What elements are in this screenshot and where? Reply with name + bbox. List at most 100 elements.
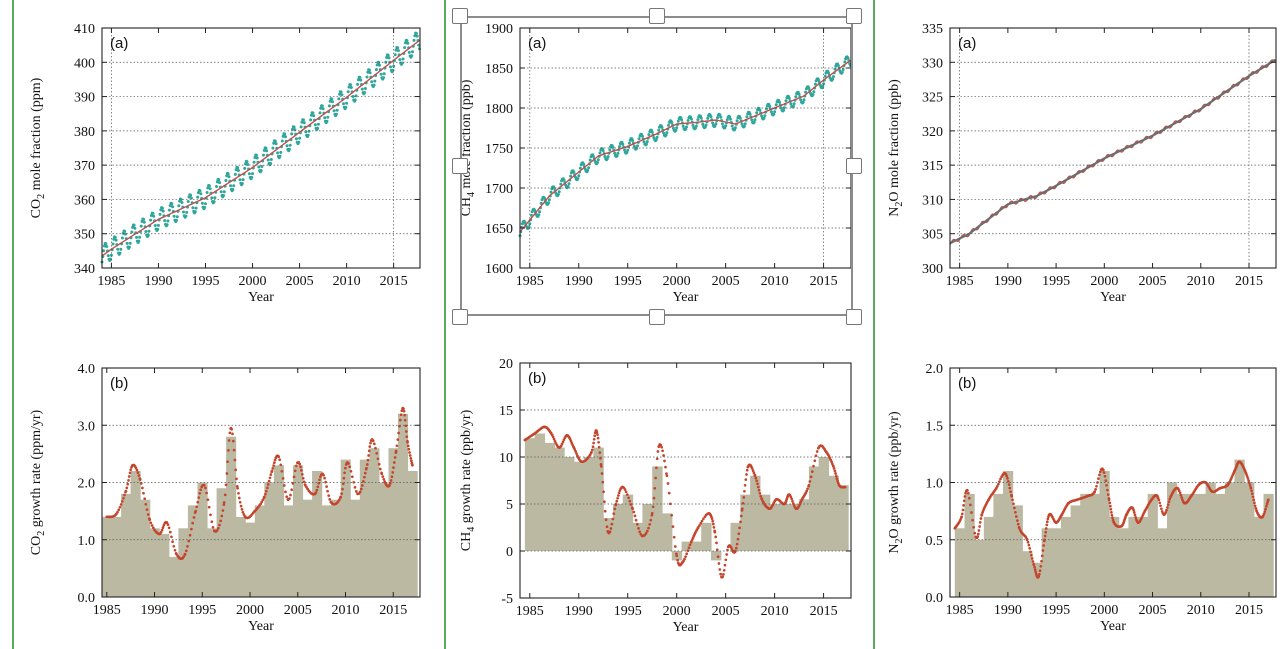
smooth-point: [117, 508, 121, 512]
smooth-point: [603, 509, 607, 513]
data-point: [791, 104, 795, 108]
smooth-point: [265, 486, 269, 490]
x-axis-label: Year: [1100, 619, 1126, 634]
smooth-point: [662, 454, 665, 457]
data-point: [831, 77, 835, 81]
data-point: [264, 146, 268, 150]
annual-bar: [1080, 493, 1091, 597]
selection-frame[interactable]: [460, 16, 853, 316]
data-point: [774, 103, 778, 107]
smooth-point: [669, 502, 672, 506]
resize-handle-middle-left[interactable]: [452, 158, 468, 174]
data-point: [299, 125, 303, 129]
data-point: [114, 238, 118, 242]
smooth-point: [1250, 489, 1253, 493]
resize-handle-middle-right[interactable]: [846, 158, 862, 174]
smooth-point: [285, 495, 289, 499]
smooth-point: [605, 525, 609, 529]
resize-handle-top-left[interactable]: [452, 8, 468, 24]
data-point: [247, 172, 251, 176]
data-point: [120, 236, 124, 240]
y-tick-label: 300: [922, 262, 943, 277]
data-point: [139, 224, 143, 228]
smooth-point: [665, 474, 669, 478]
smooth-point: [377, 462, 381, 466]
smooth-point: [737, 532, 741, 536]
smooth-point: [683, 557, 686, 561]
smooth-point: [743, 483, 747, 487]
y-tick-label: 335: [922, 22, 943, 37]
annual-bar: [1244, 482, 1255, 597]
data-point: [302, 118, 305, 122]
smooth-point: [1132, 508, 1136, 512]
smooth-point: [591, 445, 595, 449]
smooth-point: [1105, 483, 1108, 487]
plot-frame: [519, 362, 852, 599]
smooth-point: [367, 454, 370, 457]
smooth-point: [315, 488, 319, 492]
annual-bar: [130, 471, 141, 597]
data-point: [528, 222, 532, 226]
smooth-point: [717, 562, 721, 565]
smooth-point: [790, 497, 794, 501]
smooth-point: [813, 459, 817, 463]
smooth-point: [339, 495, 343, 499]
data-point: [413, 34, 417, 38]
data-point: [556, 193, 560, 196]
smooth-point: [225, 472, 229, 475]
resize-handle-top-center[interactable]: [649, 8, 665, 24]
data-point: [142, 220, 146, 224]
data-point: [245, 160, 249, 164]
annual-bar: [593, 447, 604, 551]
data-point: [327, 104, 331, 108]
data-point: [802, 98, 806, 102]
data-point: [334, 112, 338, 116]
plot-frame: [101, 27, 421, 269]
annual-bar: [701, 522, 712, 551]
smooth-point: [322, 473, 325, 477]
data-point: [660, 125, 664, 129]
smooth-point: [144, 502, 148, 506]
annual-bar: [1128, 516, 1139, 597]
smooth-point: [960, 512, 964, 516]
data-point: [738, 116, 742, 120]
smooth-point: [366, 458, 370, 462]
y-tick-label: -5: [501, 592, 513, 607]
smooth-point: [734, 546, 738, 550]
resize-handle-bottom-left[interactable]: [452, 309, 468, 325]
smooth-point: [298, 462, 302, 466]
smooth-point: [628, 499, 632, 503]
data-point: [149, 218, 153, 222]
resize-handle-bottom-right[interactable]: [846, 309, 862, 325]
annual-bar: [1022, 551, 1033, 597]
smooth-point: [116, 510, 119, 514]
data-point: [312, 114, 316, 118]
data-point: [255, 156, 259, 160]
smooth-point: [261, 498, 265, 502]
smooth-point: [395, 444, 399, 448]
data-point: [185, 210, 189, 214]
data-point: [156, 223, 160, 227]
resize-handle-bottom-center[interactable]: [649, 309, 665, 325]
data-point: [752, 120, 756, 124]
annual-bar: [1109, 516, 1120, 597]
data-point: [372, 83, 376, 87]
smooth-point: [601, 480, 605, 484]
smooth-point: [284, 490, 287, 494]
smooth-point: [277, 455, 281, 459]
data-point: [124, 232, 127, 236]
data-point: [843, 60, 847, 64]
resize-handle-top-right[interactable]: [846, 8, 862, 24]
y-tick-label: 360: [74, 193, 95, 208]
data-point: [627, 141, 631, 145]
y-tick-label: 20: [499, 357, 513, 372]
smooth-point: [230, 427, 234, 431]
data-point: [358, 75, 362, 79]
smooth-point: [1110, 511, 1113, 514]
annual-bar: [1186, 493, 1197, 597]
smooth-point: [1106, 488, 1109, 492]
panel-label: (a): [958, 35, 976, 52]
data-point: [784, 99, 788, 103]
smooth-point: [595, 430, 599, 434]
data-point: [846, 56, 850, 60]
